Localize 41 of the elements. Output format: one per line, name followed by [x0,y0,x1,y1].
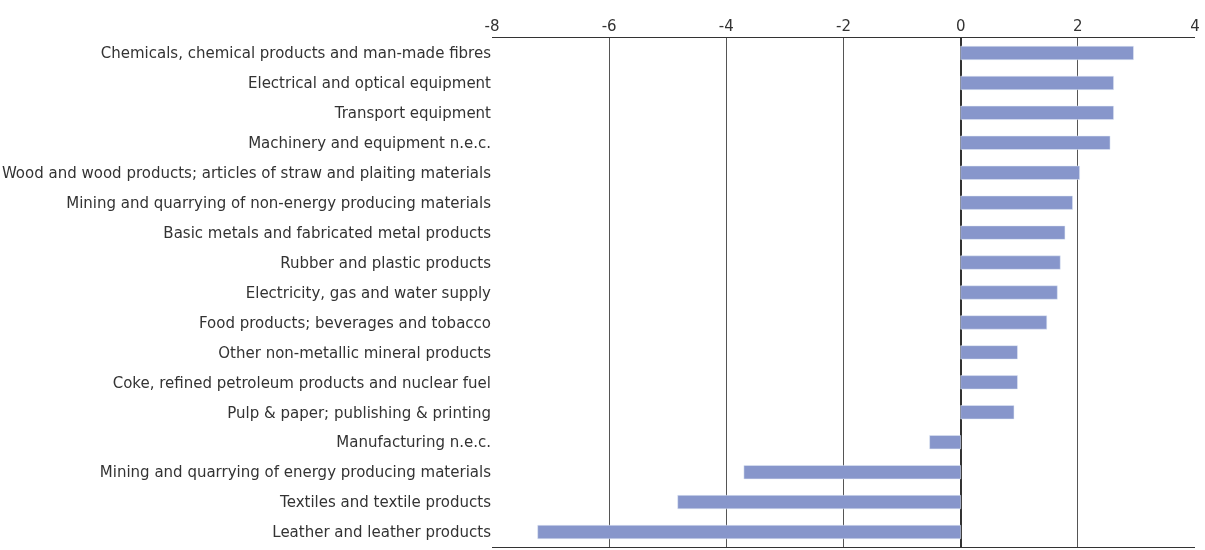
y-tick-label: Machinery and equipment n.e.c. [248,134,491,153]
x-tick-label: 4 [1190,17,1200,35]
y-tick-label: Leather and leather products [272,523,492,542]
bar [537,525,961,540]
bar [960,225,1066,240]
bar [960,315,1048,330]
bar [960,345,1018,360]
bar [929,435,961,450]
x-tick-label: -6 [601,17,617,35]
bar [960,405,1015,420]
x-tick-label: -4 [718,17,734,35]
y-tick-label: Transport equipment [333,104,492,123]
y-tick-label: Mining and quarrying of energy producing materials [99,463,492,482]
y-tick-label: Chemicals, chemical products and man-made fibres [100,44,492,63]
bar [960,285,1058,300]
bar [960,165,1080,180]
y-tick-label: Electrical and optical equipment [248,74,492,93]
x-tick-label: 2 [1073,17,1083,35]
bar [960,105,1114,120]
y-tick-label: Manufacturing n.e.c. [336,433,491,452]
y-tick-label: Basic metals and fabricated metal products [163,223,492,242]
bar [677,495,961,510]
y-tick-label: Wood and wood products; articles of straw and plaiting materials [1,163,492,182]
y-tick-label: Other non-metallic mineral products [218,343,492,362]
y-tick-label: Pulp & paper; publishing & printing [227,403,491,422]
y-tick-label: Coke, refined petroleum products and nuclear fuel [112,373,491,392]
bar [960,135,1111,150]
bar [960,75,1114,90]
bar [960,255,1061,270]
y-tick-label: Electricity, gas and water supply [245,283,492,302]
y-tick-label: Food products; beverages and tobacco [198,313,491,332]
bar [960,45,1134,60]
x-tick-label: 0 [955,17,966,35]
x-tick-label: -8 [484,17,500,35]
y-tick-label: Mining and quarrying of non-energy producing materials [66,193,492,212]
bar [960,375,1018,390]
y-tick-label: Textiles and textile products [279,493,492,512]
bar [960,195,1073,210]
bar [743,465,961,480]
y-tick-label: Rubber and plastic products [280,253,492,272]
x-tick-label: -2 [836,17,851,35]
